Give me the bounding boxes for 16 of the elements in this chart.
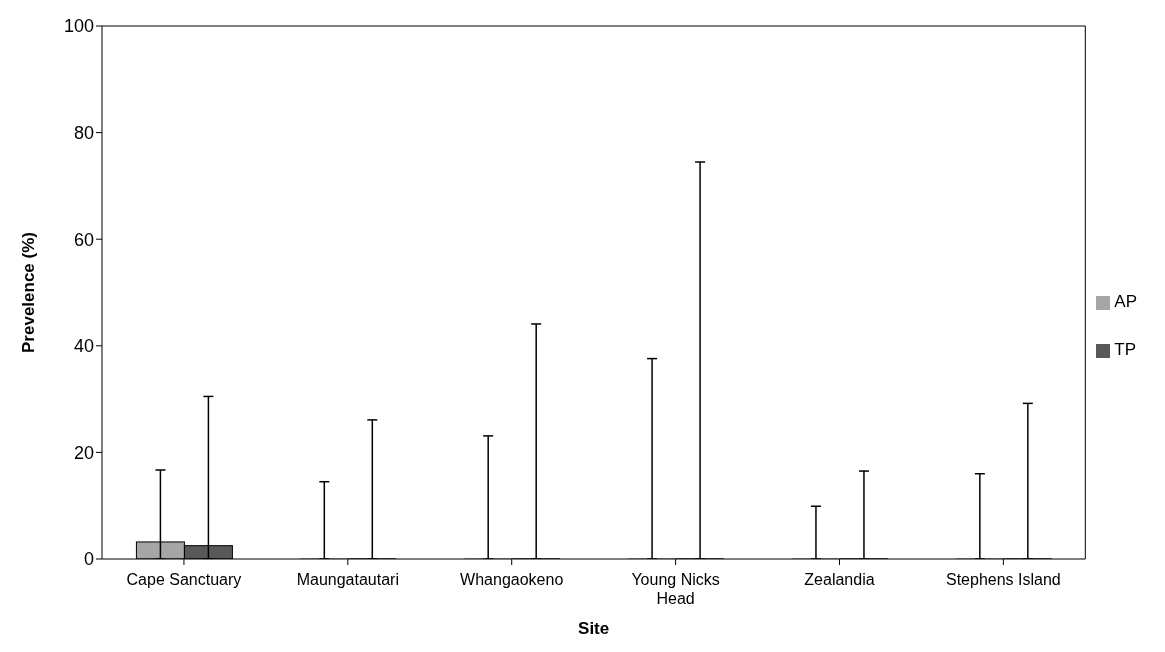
x-axis-title: Site <box>578 619 610 638</box>
legend-label: AP <box>1114 292 1137 311</box>
y-tick-label: 40 <box>73 336 94 357</box>
x-tick-label: Cape Sanctuary <box>126 571 242 588</box>
y-tick-label: 0 <box>83 549 94 570</box>
legend-label: TP <box>1114 340 1137 359</box>
y-axis-title: Prevelence (%) <box>19 232 39 353</box>
y-tick-label: 60 <box>73 229 94 250</box>
y-tick-label: 20 <box>73 442 94 463</box>
y-tick-label: 100 <box>63 16 94 37</box>
x-tick-label: Whangaokeno <box>460 571 564 588</box>
x-tick-label: Stephens Island <box>945 571 1061 588</box>
x-tick-label: Maungatautari <box>296 571 399 588</box>
y-tick-label: 80 <box>73 122 94 143</box>
x-tick-label: Zealandia <box>804 571 875 588</box>
x-tick-label: Young Nicks Head <box>631 571 720 607</box>
